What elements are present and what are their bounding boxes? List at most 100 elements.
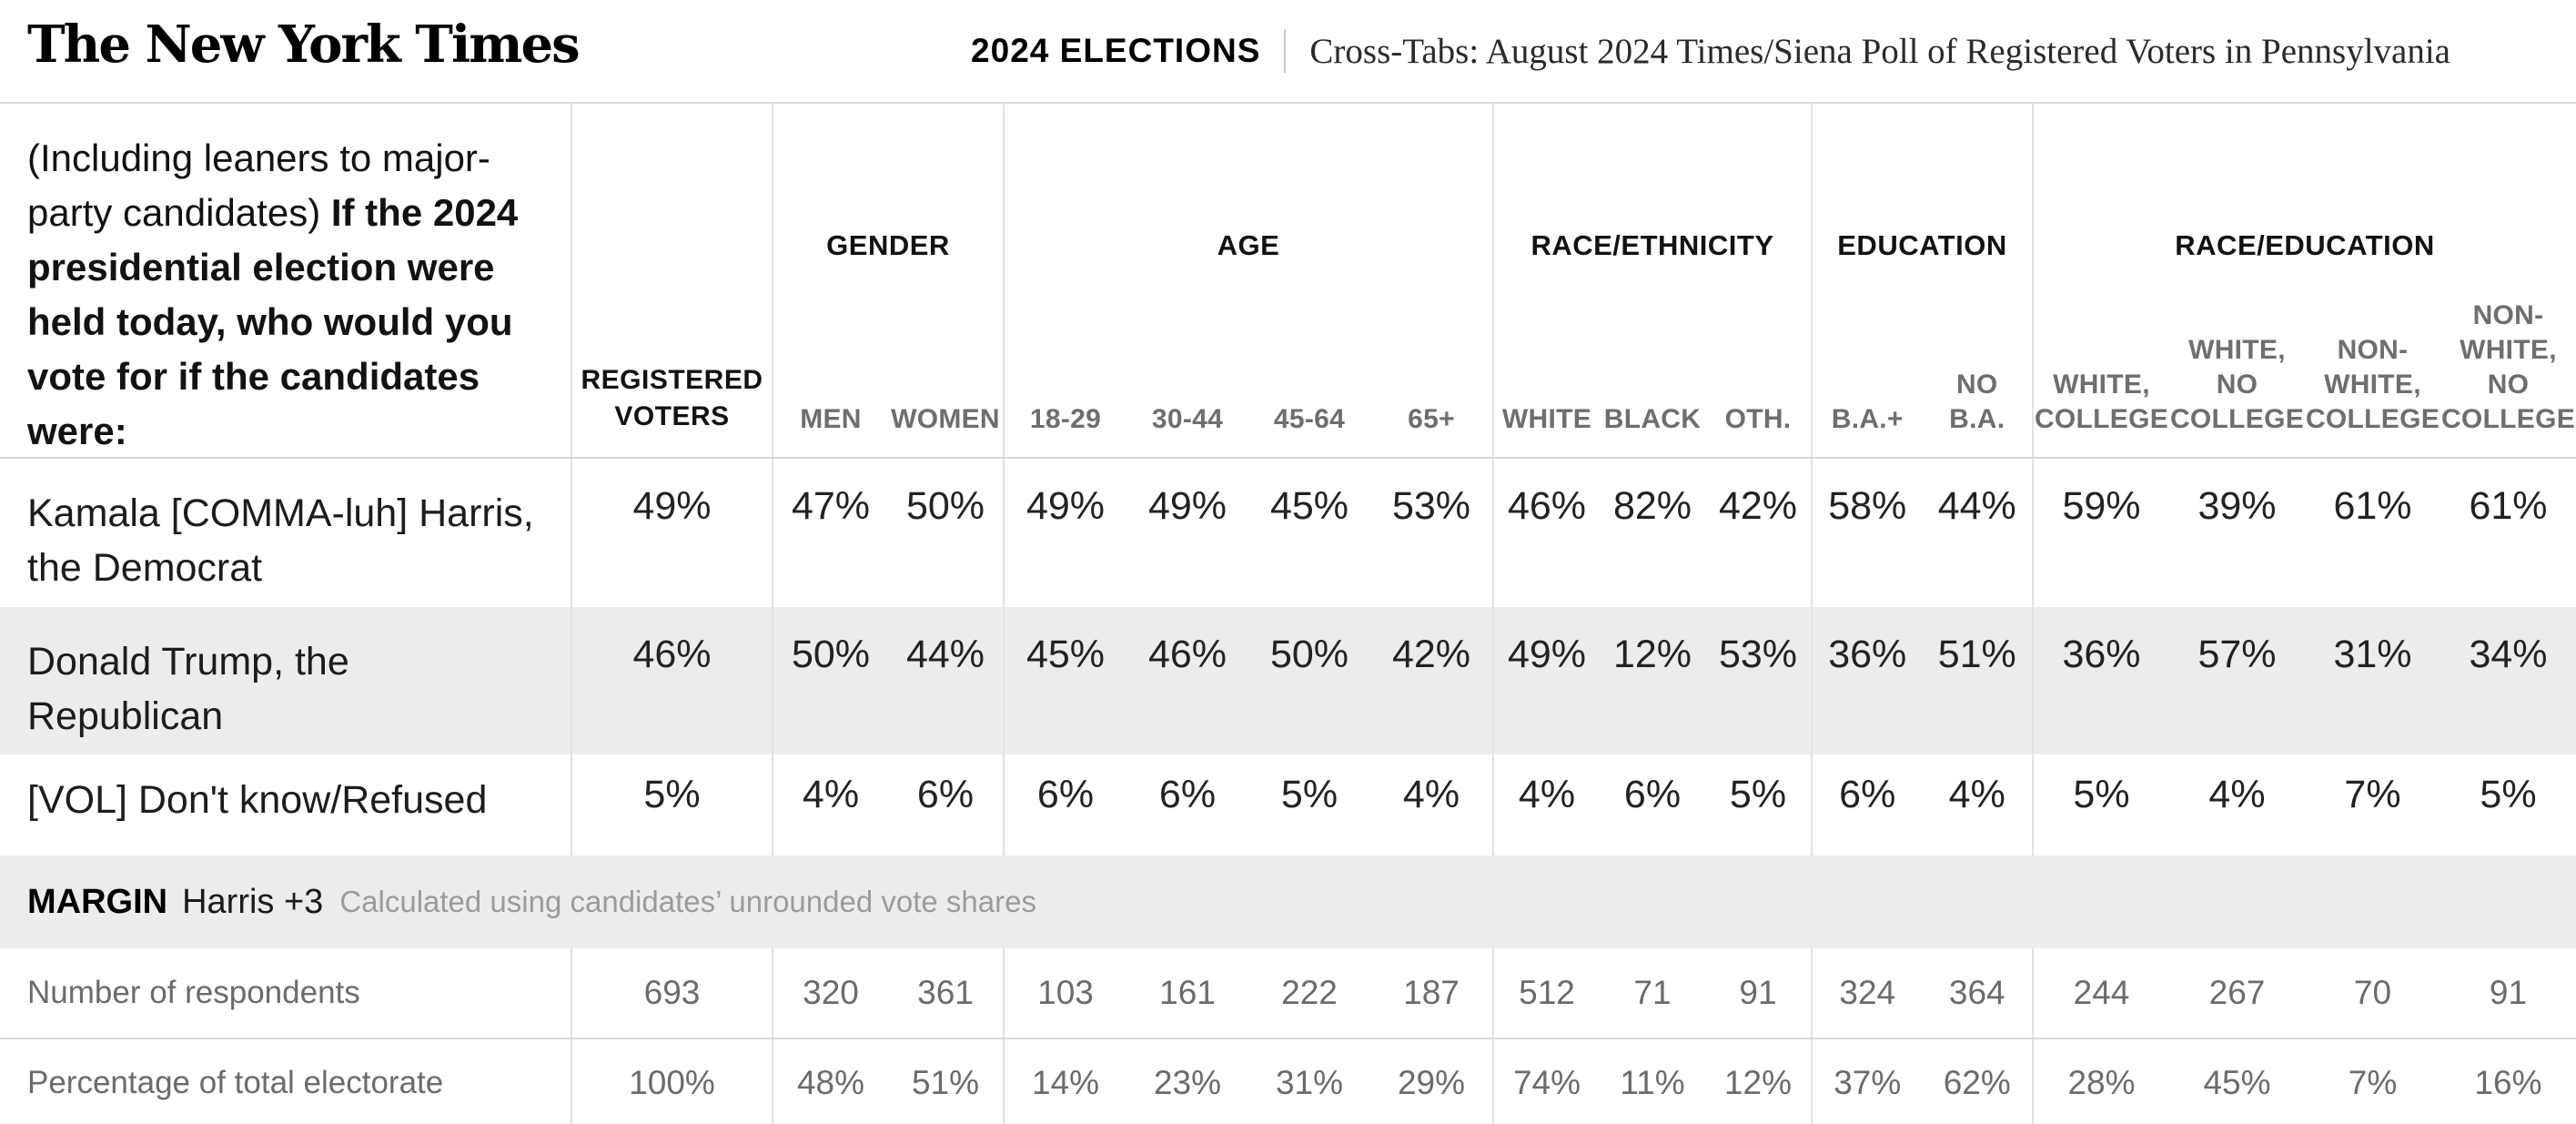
- col-header-white-college: WHITE, COLLEGE: [2034, 370, 2169, 434]
- cell-value: 70: [2353, 974, 2392, 1011]
- section-kicker[interactable]: 2024 ELECTIONS: [971, 32, 1261, 69]
- cell-value: 42%: [1391, 633, 1471, 676]
- cell-value: 4%: [1948, 773, 2005, 816]
- cell-value: 29%: [1397, 1063, 1466, 1101]
- col-header-registered-voters: REGISTERED VOTERS: [571, 104, 772, 457]
- cell-value: 100%: [629, 1063, 715, 1101]
- page-title: Cross-Tabs: August 2024 Times/Siena Poll…: [1309, 31, 2450, 71]
- cell-value: 7%: [2344, 773, 2401, 816]
- cell-value: 61%: [2469, 484, 2548, 528]
- cell-value: 36%: [1828, 633, 1907, 676]
- cell-value: 693: [643, 974, 701, 1011]
- col-header-white: WHITE: [1501, 404, 1592, 434]
- table-row-harris: Kamala [COMMA-luh] Harris, the Democrat …: [0, 459, 2576, 607]
- cell-value: 267: [2208, 974, 2266, 1011]
- cell-value: 103: [1037, 974, 1094, 1011]
- cell-value: 187: [1403, 974, 1460, 1011]
- cell-value: 48%: [796, 1063, 865, 1101]
- question-prefix: (Including leaners to major-party candid…: [27, 137, 490, 234]
- cell-value: 74%: [1512, 1063, 1581, 1101]
- col-group-age: AGE 18-29 30-44 45-64 65+: [1003, 104, 1492, 457]
- cell-value: 31%: [1275, 1063, 1344, 1101]
- cell-value: 12%: [1723, 1063, 1793, 1101]
- cell-value: 324: [1839, 974, 1896, 1011]
- cell-value: 11%: [1620, 1063, 1685, 1101]
- cell-value: 6%: [1839, 773, 1896, 816]
- nyt-logo[interactable]: The New York Times: [27, 15, 581, 75]
- cell-value: 44%: [905, 633, 985, 676]
- cell-value: 49%: [1507, 633, 1587, 676]
- subheaders-age: 18-29 30-44 45-64 65+: [1005, 402, 1492, 437]
- table-row-dont-know: [VOL] Don't know/Refused 5% 4% 6% 6% 6% …: [0, 754, 2576, 856]
- col-group-race-education: RACE/EDUCATION WHITE, COLLEGE WHITE, NO …: [2032, 104, 2576, 457]
- cell-value: 28%: [2067, 1063, 2136, 1101]
- cell-value: 512: [1519, 974, 1575, 1011]
- table-row-trump: Donald Trump, the Republican 46% 50% 44%…: [0, 607, 2576, 754]
- cell-value: 7%: [2348, 1063, 2398, 1101]
- col-header-men: MEN: [800, 404, 862, 434]
- cell-value: 46%: [1147, 633, 1227, 676]
- cell-value: 5%: [2480, 773, 2537, 816]
- table-row-respondents: Number of respondents 693 320 361 103 16…: [0, 948, 2576, 1038]
- margin-value: Harris +3: [182, 882, 324, 921]
- col-header-black: BLACK: [1603, 404, 1702, 434]
- col-header-no-ba: NO B.A.: [1949, 370, 2005, 434]
- cell-value: 58%: [1828, 484, 1907, 528]
- cell-value: 45%: [1025, 633, 1106, 676]
- col-header-45-64: 45-64: [1273, 404, 1346, 434]
- cell-value: 57%: [2197, 633, 2277, 676]
- col-header-white-no-college: WHITE, NO COLLEGE: [2169, 335, 2305, 434]
- col-header-ba-plus: B.A.+: [1831, 404, 1904, 434]
- cell-value: 47%: [791, 484, 871, 528]
- cell-value: 6%: [1623, 773, 1682, 816]
- cell-value: 4%: [2208, 773, 2266, 816]
- cell-value: 161: [1159, 974, 1216, 1011]
- cell-value: 39%: [2197, 484, 2277, 528]
- cell-value: 320: [803, 974, 859, 1011]
- masthead-breadcrumb: 2024 ELECTIONS Cross-Tabs: August 2024 T…: [971, 0, 2450, 102]
- cell-value: 45%: [2203, 1063, 2271, 1101]
- cell-value: 50%: [791, 633, 871, 676]
- cell-value: 37%: [1834, 1063, 1902, 1101]
- cell-value: 53%: [1391, 484, 1471, 528]
- cell-value: 62%: [1943, 1063, 2011, 1101]
- cell-value: 4%: [1518, 773, 1576, 816]
- cell-value: 51%: [1937, 633, 2016, 676]
- cell-value: 361: [917, 974, 974, 1011]
- cell-value: 59%: [2062, 484, 2141, 528]
- cell-value: 12%: [1612, 633, 1692, 676]
- question-bold: If the 2024 presidential election were h…: [27, 191, 519, 452]
- cell-value: 6%: [1158, 773, 1217, 816]
- cell-value: 45%: [1269, 484, 1349, 528]
- cell-value: 49%: [632, 484, 712, 528]
- cell-value: 5%: [1280, 773, 1339, 816]
- cell-value: 5%: [643, 773, 701, 816]
- cell-value: 5%: [1729, 773, 1787, 816]
- col-header-30-44: 30-44: [1151, 404, 1224, 434]
- col-group-education: EDUCATION B.A.+ NO B.A.: [1811, 104, 2032, 457]
- cell-value: 4%: [1402, 773, 1460, 816]
- col-header-women: WOMEN: [891, 404, 1000, 434]
- cell-value: 34%: [2469, 633, 2548, 676]
- cell-value: 46%: [632, 633, 712, 676]
- row-label: Donald Trump, the Republican: [27, 640, 349, 738]
- cell-value: 91: [1739, 974, 1777, 1011]
- cell-value: 364: [1948, 974, 2005, 1011]
- cell-value: 61%: [2333, 484, 2412, 528]
- cell-value: 6%: [1036, 773, 1095, 816]
- margin-note: Calculated using candidates’ unrounded v…: [339, 885, 1036, 918]
- cell-value: 44%: [1937, 484, 2016, 528]
- table-row-electorate-share: Percentage of total electorate 100% 48% …: [0, 1038, 2576, 1124]
- cell-value: 16%: [2474, 1063, 2542, 1101]
- crosstab-table: (Including leaners to major-party candid…: [0, 102, 2576, 1124]
- col-group-race-ethnicity: RACE/ETHNICITY WHITE BLACK OTH.: [1492, 104, 1811, 457]
- col-header-nonwhite-no-college: NON- WHITE, NO COLLEGE: [2440, 300, 2576, 434]
- cell-value: 49%: [1147, 484, 1227, 528]
- cell-value: 23%: [1153, 1063, 1222, 1101]
- col-header-other: OTH.: [1724, 404, 1792, 434]
- cell-value: 244: [2073, 974, 2130, 1011]
- row-label: Percentage of total electorate: [27, 1064, 444, 1100]
- cell-value: 50%: [1269, 633, 1349, 676]
- cell-value: 82%: [1612, 484, 1692, 528]
